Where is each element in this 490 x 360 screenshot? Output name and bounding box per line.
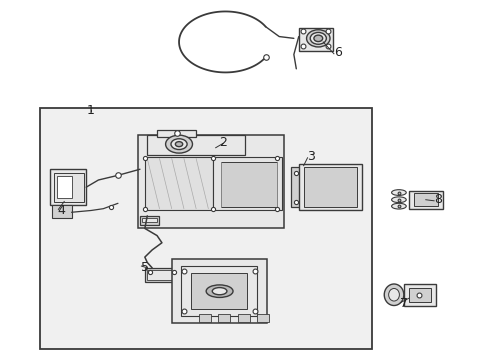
Text: 7: 7 (400, 297, 408, 310)
Bar (304, 167, 357, 207)
Bar (257, 315, 270, 321)
Ellipse shape (166, 135, 193, 153)
Bar (157, 130, 196, 137)
Text: 3: 3 (307, 150, 315, 163)
Bar (49, 169, 86, 205)
Bar (145, 268, 179, 282)
Text: 6: 6 (334, 46, 342, 59)
Text: 4: 4 (58, 204, 66, 217)
Bar (238, 315, 250, 321)
Ellipse shape (307, 30, 330, 47)
Bar (299, 28, 333, 51)
Ellipse shape (392, 197, 406, 203)
Bar (57, 176, 72, 198)
Text: 5: 5 (141, 261, 149, 274)
Bar (172, 259, 267, 323)
Ellipse shape (384, 284, 404, 306)
Bar (299, 164, 362, 211)
Ellipse shape (206, 285, 233, 297)
Ellipse shape (392, 190, 406, 195)
Bar (54, 173, 84, 202)
Bar (218, 315, 230, 321)
Bar (138, 135, 284, 228)
Bar (140, 216, 159, 225)
Ellipse shape (314, 35, 323, 41)
Bar (143, 218, 157, 222)
Bar (404, 284, 436, 306)
Ellipse shape (389, 288, 399, 301)
Ellipse shape (212, 288, 227, 295)
Bar (181, 266, 257, 316)
Ellipse shape (392, 203, 406, 209)
Ellipse shape (171, 139, 187, 149)
Bar (220, 162, 277, 207)
Bar (409, 191, 443, 209)
Text: 1: 1 (87, 104, 95, 117)
Bar (213, 157, 282, 211)
Bar (198, 315, 211, 321)
Bar (292, 167, 301, 207)
Bar (147, 270, 176, 280)
Ellipse shape (310, 32, 326, 44)
Text: 2: 2 (219, 136, 227, 149)
Ellipse shape (175, 141, 183, 147)
Bar (191, 273, 247, 309)
Bar (409, 288, 431, 302)
Bar (40, 108, 372, 348)
Bar (147, 135, 245, 155)
Bar (52, 205, 72, 218)
Bar (145, 157, 213, 211)
Bar (414, 193, 438, 206)
Text: 8: 8 (434, 193, 442, 206)
